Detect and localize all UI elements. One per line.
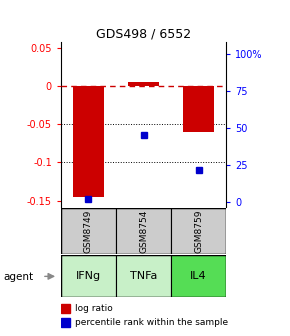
Text: agent: agent (3, 272, 33, 282)
Bar (116, 255, 171, 297)
Bar (73, 86, 104, 197)
Title: GDS498 / 6552: GDS498 / 6552 (96, 28, 191, 41)
Text: percentile rank within the sample: percentile rank within the sample (75, 318, 229, 327)
Bar (61, 318, 70, 327)
Text: log ratio: log ratio (75, 304, 113, 313)
Text: IFNg: IFNg (76, 271, 101, 281)
Bar (171, 255, 226, 297)
Text: GSM8749: GSM8749 (84, 209, 93, 253)
Text: GSM8759: GSM8759 (194, 209, 203, 253)
Bar (171, 208, 226, 254)
Text: GSM8754: GSM8754 (139, 209, 148, 253)
Bar (128, 82, 159, 86)
Text: TNFa: TNFa (130, 271, 157, 281)
Bar (61, 255, 116, 297)
Bar (184, 86, 214, 132)
Bar (61, 208, 116, 254)
Bar (116, 208, 171, 254)
Text: IL4: IL4 (190, 271, 207, 281)
Bar (61, 304, 70, 313)
